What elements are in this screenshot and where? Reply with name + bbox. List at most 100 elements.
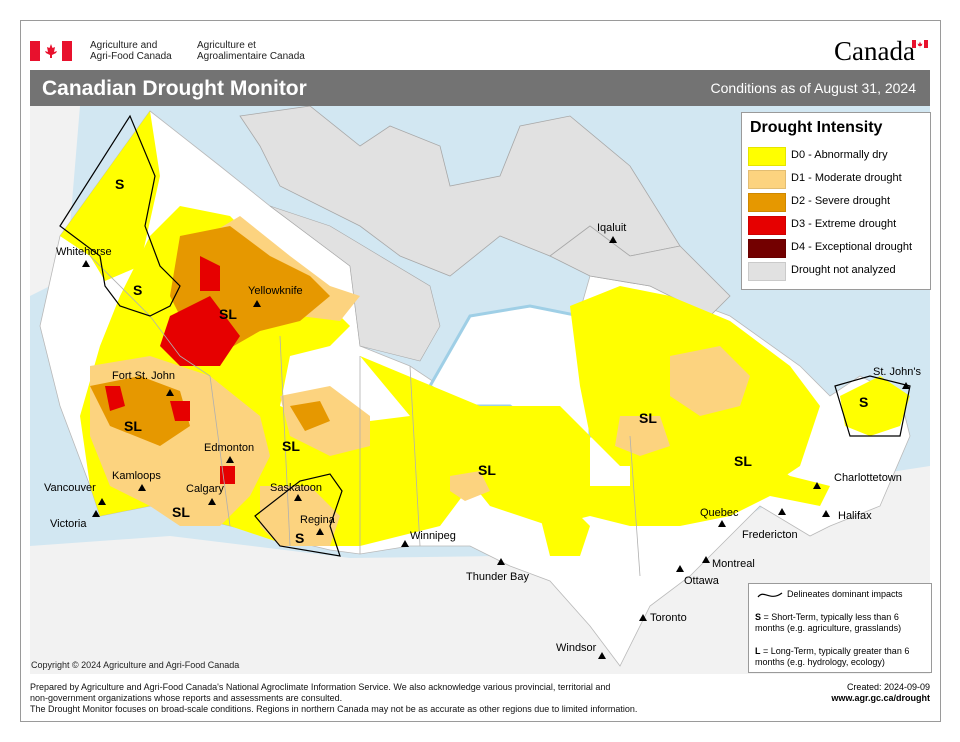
impact-legend: Delineates dominant impacts S = Short-Te…	[748, 583, 932, 673]
usa-land	[30, 466, 930, 674]
impact-label-sl: SL	[172, 504, 190, 520]
d3-area-nwt	[160, 296, 240, 366]
city-label-quebec: Quebec	[700, 507, 739, 519]
conditions-date: Conditions as of August 31, 2024	[710, 80, 916, 96]
legend-title: Drought Intensity	[750, 119, 883, 136]
city-label-halifax: Halifax	[838, 510, 872, 522]
department-name-french: Agriculture et Agroalimentaire Canada	[197, 40, 305, 62]
copyright: Copyright © 2024 Agriculture and Agri-Fo…	[31, 660, 240, 670]
legend-swatch	[748, 170, 786, 189]
city-marker-montreal	[702, 556, 710, 563]
nunavut-mainland	[269, 205, 441, 362]
d0-area-newfoundland	[840, 376, 910, 436]
city-label-whitehorse: Whitehorse	[56, 246, 112, 258]
impact-label-sl: SL	[282, 438, 300, 454]
footer-meta: Created: 2024-09-09 www.agr.gc.ca/drough…	[831, 682, 930, 704]
legend-label: D3 - Extreme drought	[791, 218, 897, 230]
city-marker-kamloops	[138, 484, 146, 491]
legend-label: D4 - Exceptional drought	[791, 241, 913, 253]
legend-item-d4: D4 - Exceptional drought	[748, 239, 928, 258]
legend-swatch	[748, 193, 786, 212]
impact-label-sl: SL	[124, 418, 142, 434]
city-marker-yellowknife	[253, 300, 261, 307]
impact-label-s: S	[295, 530, 305, 546]
legend-item-d3: D3 - Extreme drought	[748, 216, 928, 235]
legend-swatch	[748, 239, 786, 258]
city-label-thunder-bay: Thunder Bay	[466, 571, 529, 583]
footer-notes: Prepared by Agriculture and Agri-Food Ca…	[30, 682, 638, 714]
d1-area-qc-south	[615, 416, 670, 456]
city-label-montreal: Montreal	[712, 558, 755, 570]
city-marker-windsor	[598, 652, 606, 659]
legend-swatch	[748, 262, 786, 281]
d2-area-ab	[290, 401, 330, 431]
city-label-victoria: Victoria	[50, 518, 87, 530]
created-date: Created: 2024-09-09	[846, 682, 930, 692]
city-label-st-johns: St. John's	[873, 366, 921, 378]
impact-label-s: S	[133, 282, 143, 298]
city-marker-charlottetown	[813, 482, 821, 489]
canada-flag-icon	[30, 41, 72, 61]
city-marker-victoria	[92, 510, 100, 517]
city-label-vancouver: Vancouver	[44, 482, 96, 494]
d3-area-bc	[105, 386, 125, 411]
department-name-english: Agriculture and Agri-Food Canada	[90, 40, 172, 62]
long-term-note: L = Long-Term, typically greater than 6 …	[755, 646, 910, 667]
city-marker-whitehorse	[82, 260, 90, 267]
legend-label: D2 - Severe drought	[791, 195, 891, 207]
city-marker-edmonton	[226, 456, 234, 463]
legend-item-d0: D0 - Abnormally dry	[748, 147, 928, 166]
impact-label-sl: SL	[734, 453, 752, 469]
drought-url[interactable]: www.agr.gc.ca/drought	[831, 693, 930, 703]
city-marker-quebec	[718, 520, 726, 527]
city-label-yellowknife: Yellowknife	[248, 285, 303, 297]
drought-map: Whitehorse Yellowknife Iqaluit Fort St. …	[30, 106, 930, 674]
d1-area-qc	[670, 346, 750, 416]
legend-label: D0 - Abnormally dry	[791, 149, 888, 161]
impact-label-sl: SL	[478, 462, 496, 478]
impact-label-s: S	[859, 394, 869, 410]
legend-swatch	[748, 216, 786, 235]
impact-boundary-nl	[834, 375, 911, 437]
d0-area-south-ontario	[540, 506, 590, 556]
city-label-calgary: Calgary	[186, 483, 224, 495]
city-marker-iqaluit	[609, 236, 617, 243]
impact-boundary-prairies	[254, 473, 343, 557]
city-label-saskatoon: Saskatoon	[270, 482, 322, 494]
legend-label: D1 - Moderate drought	[791, 172, 902, 184]
city-label-regina: Regina	[300, 514, 335, 526]
d1-area-on	[450, 471, 490, 501]
city-label-windsor: Windsor	[556, 642, 597, 654]
city-label-edmonton: Edmonton	[204, 442, 255, 454]
drought-legend: Drought Intensity D0 - Abnormally dry D1…	[741, 112, 931, 290]
d3-area-nwt-north	[200, 256, 220, 291]
wordmark-flag-icon	[912, 40, 928, 48]
impact-boundary-yukon	[59, 114, 181, 317]
impact-line-label: Delineates dominant impacts	[787, 589, 903, 599]
city-marker-fredericton	[778, 508, 786, 515]
city-label-toronto: Toronto	[650, 612, 687, 624]
city-marker-saskatoon	[294, 494, 302, 501]
city-label-iqaluit: Iqaluit	[597, 222, 627, 234]
city-marker-ottawa	[676, 565, 684, 572]
canada-wordmark: Canada	[834, 36, 915, 66]
d0-area-yukon	[60, 111, 160, 281]
city-marker-halifax	[822, 510, 830, 517]
impact-label-s: S	[115, 176, 125, 192]
city-marker-calgary	[208, 498, 216, 505]
map-canvas	[30, 106, 930, 674]
baffin-island	[549, 225, 731, 317]
city-label-winnipeg: Winnipeg	[410, 530, 456, 542]
legend-swatch	[748, 147, 786, 166]
legend-label: Drought not analyzed	[791, 264, 896, 276]
city-label-kamloops: Kamloops	[112, 470, 161, 482]
short-term-note: S = Short-Term, typically less than 6 mo…	[755, 612, 902, 633]
city-marker-st-johns	[902, 382, 910, 389]
city-marker-vancouver	[98, 498, 106, 505]
impact-line-icon	[757, 592, 783, 598]
city-label-charlottetown: Charlottetown	[834, 472, 902, 484]
legend-item-d2: D2 - Severe drought	[748, 193, 928, 212]
city-label-fort-st-john: Fort St. John	[112, 370, 175, 382]
city-label-fredericton: Fredericton	[742, 529, 798, 541]
city-marker-thunder-bay	[497, 558, 505, 565]
